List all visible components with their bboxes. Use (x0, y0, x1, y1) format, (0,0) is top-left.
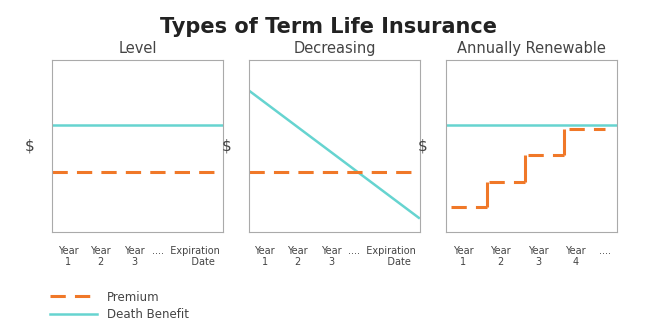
Text: Year
3: Year 3 (528, 246, 548, 267)
Text: Year
2: Year 2 (490, 246, 511, 267)
Text: Year
2: Year 2 (90, 246, 111, 267)
Title: Level: Level (119, 41, 157, 56)
Text: ....  Expiration
           Date: .... Expiration Date (152, 246, 220, 267)
Text: Year
4: Year 4 (565, 246, 586, 267)
Text: ....: .... (599, 246, 611, 256)
Legend: Premium, Death Benefit: Premium, Death Benefit (45, 286, 194, 326)
Text: Types of Term Life Insurance: Types of Term Life Insurance (159, 17, 497, 37)
Text: Year
2: Year 2 (287, 246, 308, 267)
Title: Annually Renewable: Annually Renewable (457, 41, 605, 56)
Text: Year
3: Year 3 (124, 246, 145, 267)
Text: ....  Expiration
           Date: .... Expiration Date (348, 246, 417, 267)
Text: $: $ (419, 138, 428, 154)
Text: $: $ (25, 138, 34, 154)
Text: Year
3: Year 3 (321, 246, 342, 267)
Text: Year
1: Year 1 (255, 246, 275, 267)
Text: $: $ (222, 138, 231, 154)
Title: Decreasing: Decreasing (293, 41, 376, 56)
Text: Year
1: Year 1 (58, 246, 78, 267)
Text: Year
1: Year 1 (453, 246, 474, 267)
